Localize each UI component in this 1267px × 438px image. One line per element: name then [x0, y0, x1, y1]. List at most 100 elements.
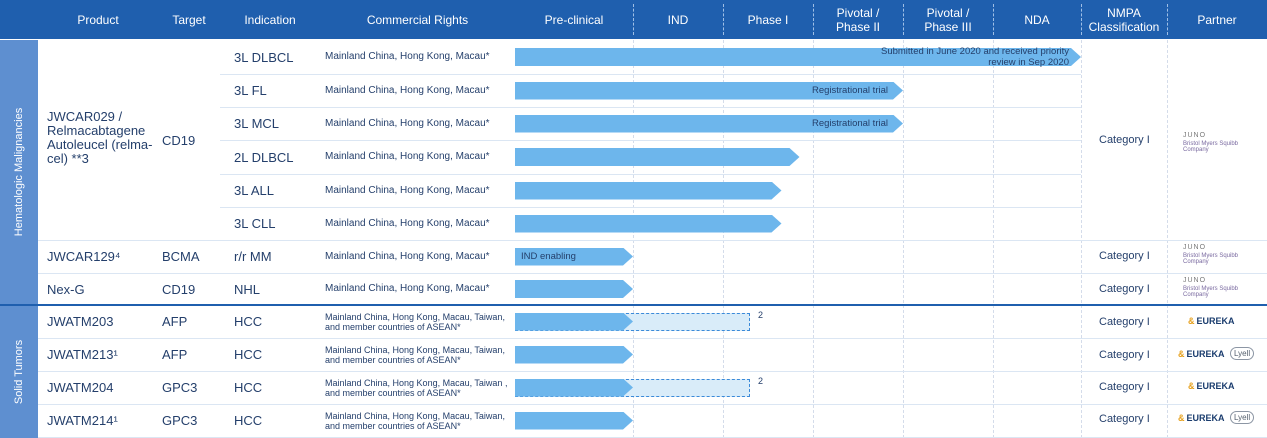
stage-gridline — [1167, 40, 1168, 438]
progress-bar — [515, 313, 633, 331]
row-divider — [220, 174, 1081, 175]
eureka-logo-text: EUREKA — [1186, 413, 1225, 423]
row-divider — [38, 240, 1267, 241]
table-header: Product Target Indication Commercial Rig… — [0, 0, 1267, 39]
header-nmpa-classification: NMPA Classification — [1088, 5, 1160, 34]
stage-gridline — [633, 40, 634, 438]
indication: 3L ALL — [234, 183, 275, 198]
indication: HCC — [234, 347, 263, 362]
juno-logo: JUNO — [1183, 244, 1207, 251]
header-commercial-rights: Commercial Rights — [366, 12, 469, 27]
target-name: BCMA — [162, 249, 200, 264]
header-ind: IND — [667, 12, 689, 27]
nmpa-nexg: Category I — [1099, 283, 1150, 295]
bar-label: Submitted in June 2020 and received prio… — [880, 46, 1069, 68]
header-phase1: Phase I — [747, 12, 789, 27]
indication: HCC — [234, 380, 263, 395]
eureka-logo: & EUREKA — [1188, 381, 1235, 391]
header-target: Target — [172, 12, 206, 27]
stage-gridline — [813, 40, 814, 438]
header-separator — [813, 4, 814, 35]
indication: NHL — [234, 281, 261, 297]
row-divider — [38, 404, 1267, 405]
indication: 3L MCL — [234, 116, 280, 131]
header-pivotal-phase3: Pivotal / Phase III — [924, 5, 972, 34]
row-divider — [220, 107, 1081, 108]
eureka-logo: & EUREKA — [1178, 349, 1225, 359]
eureka-logo-text: EUREKA — [1196, 316, 1235, 326]
eureka-logo: & EUREKA — [1188, 316, 1235, 326]
nmpa-bcma: Category I — [1099, 250, 1150, 262]
product-name: JWATM203 — [47, 314, 114, 329]
indication: 3L CLL — [234, 216, 276, 231]
row-divider — [220, 74, 1081, 75]
nmpa-relma-cel: Category I — [1099, 134, 1150, 146]
commercial-rights: Mainland China, Hong Kong, Macau* — [325, 184, 490, 196]
indication: 3L FL — [234, 83, 267, 98]
stage-gridline — [993, 40, 994, 438]
product-name: JWATM214¹ — [47, 413, 118, 428]
bms-logo: Bristol Myers Squibb Company — [1183, 141, 1239, 153]
target-name: AFP — [162, 347, 188, 362]
commercial-rights: Mainland China, Hong Kong, Macau, Taiwan… — [325, 377, 508, 398]
commercial-rights: Mainland China, Hong Kong, Macau* — [325, 217, 490, 229]
eureka-logo-text: EUREKA — [1196, 381, 1235, 391]
row-divider — [38, 338, 1267, 339]
product-relma-cel: JWCAR029 / Relmacabtagene Autoleucel (re… — [47, 109, 153, 166]
progress-bar — [515, 379, 633, 397]
group-label-solid-text: Solid Tumors — [13, 339, 26, 405]
commercial-rights: Mainland China, Hong Kong, Macau* — [325, 117, 490, 129]
product-name: Nex-G — [47, 281, 85, 297]
group-label-solid-tumors: Solid Tumors — [0, 306, 38, 438]
product-name: JWATM213¹ — [47, 347, 118, 362]
footnote-marker: 2 — [758, 375, 764, 386]
commercial-rights: Mainland China, Hong Kong, Macau, Taiwan… — [325, 410, 505, 431]
header-partner: Partner — [1197, 12, 1237, 27]
commercial-rights: Mainland China, Hong Kong, Macau* — [325, 84, 490, 96]
group-label-hematologic: Hematologic Malignancies — [0, 40, 38, 304]
eureka-logo: & EUREKA — [1178, 413, 1225, 423]
header-separator — [1081, 4, 1082, 35]
header-separator — [903, 4, 904, 35]
commercial-rights: Mainland China, Hong Kong, Macau* — [325, 151, 490, 162]
juno-logo: JUNO — [1183, 277, 1207, 284]
row-divider — [38, 371, 1267, 372]
target-name: AFP — [162, 314, 188, 329]
header-preclinical: Pre-clinical — [544, 12, 604, 27]
progress-bar — [515, 346, 633, 364]
header-pivotal-phase2: Pivotal / Phase II — [835, 5, 881, 34]
progress-bar — [515, 412, 633, 430]
eureka-logo-text: EUREKA — [1186, 349, 1225, 359]
header-separator — [633, 4, 634, 35]
header-separator — [1167, 4, 1168, 35]
header-product: Product — [77, 12, 119, 27]
header-indication: Indication — [244, 12, 296, 27]
indication: HCC — [234, 413, 263, 428]
footnote-marker: 2 — [758, 309, 764, 320]
nmpa-214: Category I — [1099, 413, 1150, 425]
commercial-rights: Mainland China, Hong Kong, Macau* — [325, 250, 490, 262]
header-nda: NDA — [1024, 12, 1050, 27]
target-relma-cel: CD19 — [162, 132, 196, 148]
lyell-logo: Lyell — [1230, 411, 1255, 424]
bar-label: Registrational trial — [811, 118, 888, 129]
bms-logo: Bristol Myers Squibb Company — [1183, 253, 1239, 265]
indication: 2L DLBCL — [234, 149, 294, 165]
target-name: GPC3 — [162, 380, 198, 395]
lyell-logo: Lyell — [1230, 347, 1255, 360]
group-label-hematologic-text: Hematologic Malignancies — [13, 107, 25, 237]
row-divider — [220, 207, 1081, 208]
nmpa-204: Category I — [1099, 381, 1150, 393]
header-separator — [723, 4, 724, 35]
juno-logo: JUNO — [1183, 132, 1207, 139]
bar-label: IND enabling — [521, 251, 576, 262]
row-divider — [38, 273, 1267, 274]
progress-bar — [515, 82, 903, 100]
target-name: CD19 — [162, 281, 196, 297]
group-divider — [0, 304, 1267, 306]
progress-bar — [515, 215, 782, 233]
stage-gridline — [903, 40, 904, 438]
commercial-rights: Mainland China, Hong Kong, Macau* — [325, 51, 490, 62]
indication: HCC — [234, 314, 263, 329]
progress-bar — [515, 48, 1081, 66]
